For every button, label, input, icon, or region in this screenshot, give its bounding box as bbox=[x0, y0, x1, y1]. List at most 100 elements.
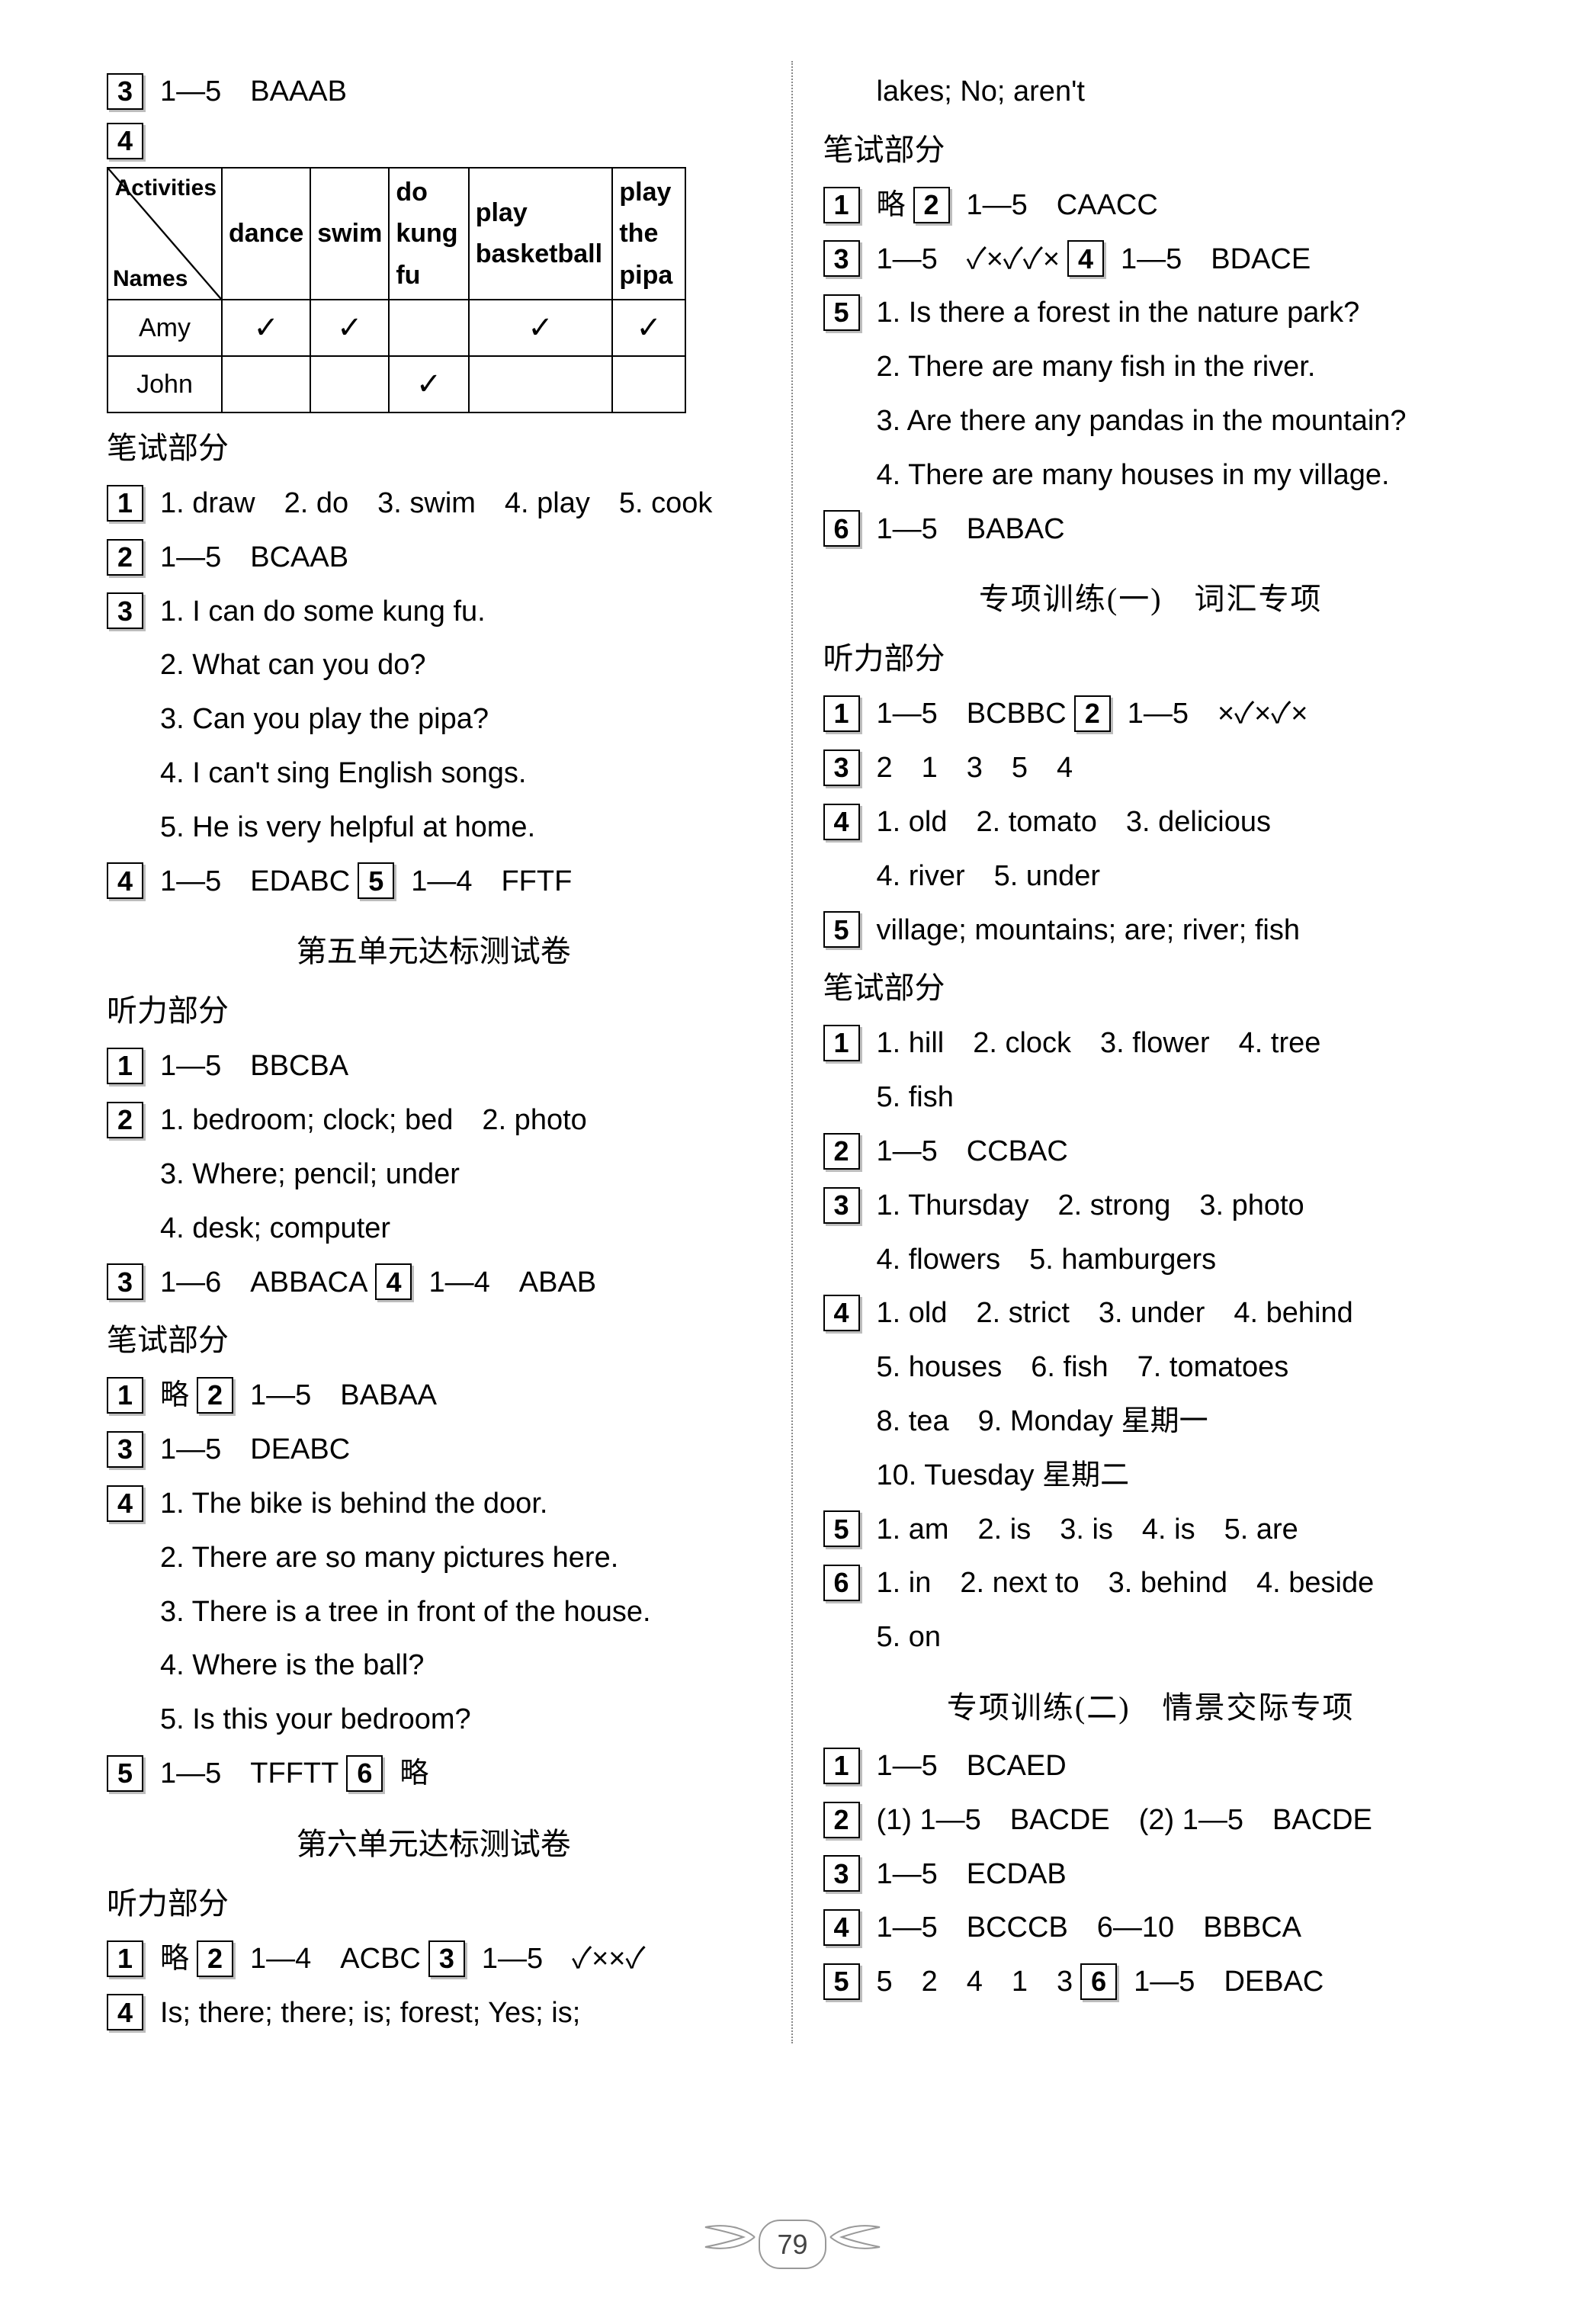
answer-line: 4 1—5 EDABC 5 1—4 FFTF bbox=[107, 859, 761, 905]
answer-line: 2 (1) 1—5 BACDE (2) 1—5 BACDE bbox=[823, 1797, 1479, 1844]
question-number-box: 1 bbox=[107, 1377, 143, 1414]
question-number-box: 5 bbox=[107, 1755, 143, 1792]
answer-subline: 4. There are many houses in my village. bbox=[823, 452, 1479, 499]
answer-text: 1—5 BAAAB bbox=[160, 69, 347, 115]
answer-text: 1—5 DEABC bbox=[160, 1427, 350, 1473]
question-number-box: 4 bbox=[107, 862, 143, 899]
section-heading: 笔试部分 bbox=[107, 1316, 761, 1365]
table-row: Amy ✓ ✓ ✓ ✓ bbox=[107, 300, 685, 356]
question-number-box: 2 bbox=[197, 1377, 233, 1414]
answer-line: 1 1—5 BCBBC 2 1—5 ×✓×✓× bbox=[823, 691, 1479, 737]
answer-text: 1—5 BABAA bbox=[250, 1372, 437, 1419]
question-number-box: 3 bbox=[107, 1263, 143, 1300]
page-footer: 79 bbox=[0, 2218, 1585, 2271]
cell: ✓ bbox=[469, 300, 613, 356]
cell: ✓ bbox=[222, 300, 310, 356]
answer-text: 1. hill 2. clock 3. flower 4. tree bbox=[877, 1020, 1321, 1067]
answer-text: 1—4 FFTF bbox=[411, 859, 572, 905]
answer-subline: 4. flowers 5. hamburgers bbox=[823, 1237, 1479, 1283]
answer-text: 1—5 TFFTT bbox=[160, 1751, 338, 1797]
answer-text: 2 1 3 5 4 bbox=[877, 745, 1073, 791]
question-number-box: 2 bbox=[197, 1940, 233, 1977]
answer-text: 1—6 ABBACA bbox=[160, 1260, 367, 1306]
answer-line: 5 5 2 4 1 3 6 1—5 DEBAC bbox=[823, 1959, 1479, 2005]
answer-subline: 3. Are there any pandas in the mountain? bbox=[823, 398, 1479, 445]
question-number-box: 6 bbox=[346, 1755, 383, 1792]
answer-subline: 5. on bbox=[823, 1614, 1479, 1661]
question-number-box: 4 bbox=[823, 804, 860, 840]
answer-line: 3 1—5 BAAAB bbox=[107, 69, 761, 115]
answer-subline: 2. There are many fish in the river. bbox=[823, 344, 1479, 390]
answer-line: 3 1—6 ABBACA 4 1—4 ABAB bbox=[107, 1260, 761, 1306]
activities-table: Activities Names dance swim do kung fu p… bbox=[107, 167, 686, 413]
answer-text: 略 bbox=[160, 1936, 189, 1982]
question-number-box: 3 bbox=[107, 1431, 143, 1468]
section-heading: 笔试部分 bbox=[107, 424, 761, 473]
answer-text: 1. in 2. next to 3. behind 4. beside bbox=[877, 1560, 1375, 1607]
unit-title: 第五单元达标测试卷 bbox=[107, 927, 761, 976]
unit-title: 专项训练(二) 情景交际专项 bbox=[823, 1684, 1479, 1732]
answer-subline: 4. Where is the ball? bbox=[107, 1642, 761, 1689]
answer-line: 6 1. in 2. next to 3. behind 4. beside bbox=[823, 1560, 1479, 1607]
answer-line: 1 1. draw 2. do 3. swim 4. play 5. cook bbox=[107, 480, 761, 527]
cell bbox=[612, 356, 685, 412]
question-number-box: 2 bbox=[823, 1133, 860, 1170]
col-header: dance bbox=[222, 168, 310, 300]
question-number-box: 1 bbox=[823, 187, 860, 223]
cell bbox=[222, 356, 310, 412]
answer-text: 1—5 CCBAC bbox=[877, 1128, 1068, 1175]
question-number-box: 5 bbox=[823, 1963, 860, 2000]
answer-subline: 4. river 5. under bbox=[823, 853, 1479, 900]
answer-subline: 4. desk; computer bbox=[107, 1205, 761, 1252]
answer-subline: 5. fish bbox=[823, 1074, 1479, 1121]
answer-text: 1—5 ECDAB bbox=[877, 1851, 1067, 1898]
question-number-box: 2 bbox=[823, 1802, 860, 1838]
question-number-box: 4 bbox=[107, 1485, 143, 1522]
answer-subline: 5. Is this your bedroom? bbox=[107, 1696, 761, 1743]
question-number-box: 1 bbox=[107, 485, 143, 522]
question-number-box: 3 bbox=[107, 73, 143, 110]
answer-subline: lakes; No; aren't bbox=[823, 69, 1479, 115]
answer-line: 2 1. bedroom; clock; bed 2. photo bbox=[107, 1097, 761, 1144]
table-row: John ✓ bbox=[107, 356, 685, 412]
question-number-box: 1 bbox=[823, 1748, 860, 1784]
wing-left-icon bbox=[690, 2218, 759, 2271]
answer-text: 1—4 ABAB bbox=[428, 1260, 596, 1306]
answer-subline: 3. Can you play the pipa? bbox=[107, 696, 761, 743]
answer-text: 1—5 CAACC bbox=[967, 182, 1158, 229]
answer-text: Is; there; there; is; forest; Yes; is; bbox=[160, 1990, 580, 2037]
cell bbox=[310, 356, 389, 412]
question-number-box: 1 bbox=[823, 1025, 860, 1061]
answer-line: 2 1—5 BCAAB bbox=[107, 534, 761, 581]
question-number-box: 3 bbox=[823, 750, 860, 786]
question-number-box: 2 bbox=[107, 1102, 143, 1138]
answer-text: 1—5 ✓×✓✓× bbox=[877, 236, 1060, 283]
answer-subline: 8. tea 9. Monday 星期一 bbox=[823, 1398, 1479, 1445]
question-number-box: 1 bbox=[823, 695, 860, 732]
section-heading: 笔试部分 bbox=[823, 964, 1479, 1013]
question-number-box: 1 bbox=[107, 1940, 143, 1977]
answer-text: 1. old 2. tomato 3. delicious bbox=[877, 799, 1272, 846]
answer-line: 4 1. The bike is behind the door. bbox=[107, 1481, 761, 1527]
question-number-box: 5 bbox=[358, 862, 394, 899]
question-number-box: 5 bbox=[823, 294, 860, 331]
page-container: 3 1—5 BAAAB 4 Activities Names dance swi… bbox=[0, 0, 1585, 2043]
answer-text: 1. The bike is behind the door. bbox=[160, 1481, 547, 1527]
diag-top-label: Activities bbox=[115, 170, 217, 207]
col-header: swim bbox=[310, 168, 389, 300]
answer-text: 1—5 ×✓×✓× bbox=[1128, 691, 1308, 737]
question-number-box: 4 bbox=[823, 1909, 860, 1946]
table-header-row: Activities Names dance swim do kung fu p… bbox=[107, 168, 685, 300]
answer-line: 3 1—5 ✓×✓✓× 4 1—5 BDACE bbox=[823, 236, 1479, 283]
unit-title: 专项训练(一) 词汇专项 bbox=[823, 575, 1479, 624]
answer-line: 1 1—5 BBCBA bbox=[107, 1043, 761, 1090]
answer-line: 4 1. old 2. strict 3. under 4. behind bbox=[823, 1290, 1479, 1337]
answer-text: 1. am 2. is 3. is 4. is 5. are bbox=[877, 1507, 1298, 1553]
answer-line: 4 Is; there; there; is; forest; Yes; is; bbox=[107, 1990, 761, 2037]
answer-text: 1—5 BDACE bbox=[1121, 236, 1311, 283]
unit-title: 第六单元达标测试卷 bbox=[107, 1820, 761, 1869]
answer-line: 1 略 2 1—4 ACBC 3 1—5 ✓××✓ bbox=[107, 1936, 761, 1982]
question-number-box: 2 bbox=[913, 187, 950, 223]
left-column: 3 1—5 BAAAB 4 Activities Names dance swi… bbox=[91, 61, 793, 2043]
question-number-box: 4 bbox=[107, 1994, 143, 2030]
